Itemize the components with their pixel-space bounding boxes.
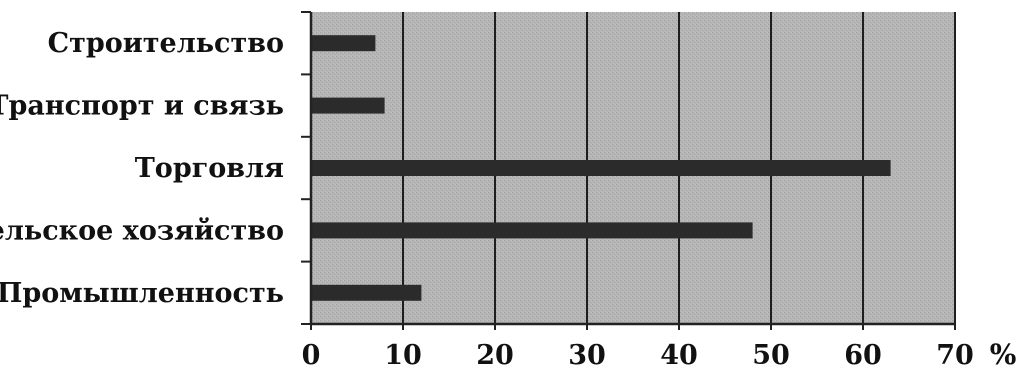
bars <box>311 35 891 301</box>
category-labels: Строительство Транспорт и связь Торговля Се… <box>0 28 284 309</box>
x-tick-label: 40 <box>660 340 698 371</box>
x-tick-label: 10 <box>384 340 422 371</box>
x-tick-labels: 0 10 20 30 40 50 60 70 <box>302 340 974 371</box>
x-axis-unit-label: % <box>990 338 1017 371</box>
x-tick-label: 50 <box>752 340 790 371</box>
category-label: Транспорт и связь <box>0 91 284 122</box>
bar-1 <box>311 35 376 52</box>
category-label: Сельское хозяйство <box>0 215 284 246</box>
bar-3 <box>311 160 891 176</box>
category-label: Торговля <box>135 153 284 184</box>
category-label: Промышленность <box>0 278 284 309</box>
bar-2 <box>311 97 385 114</box>
category-label: Строительство <box>48 28 284 59</box>
x-tick-label: 0 <box>302 340 321 371</box>
x-tick-label: 30 <box>568 340 606 371</box>
x-tick-label: 20 <box>476 340 514 371</box>
x-tick-label: 60 <box>844 340 882 371</box>
x-tick-label: 70 <box>936 340 974 371</box>
axes <box>301 11 956 330</box>
bar-4 <box>311 222 753 239</box>
bar-5 <box>311 284 422 301</box>
